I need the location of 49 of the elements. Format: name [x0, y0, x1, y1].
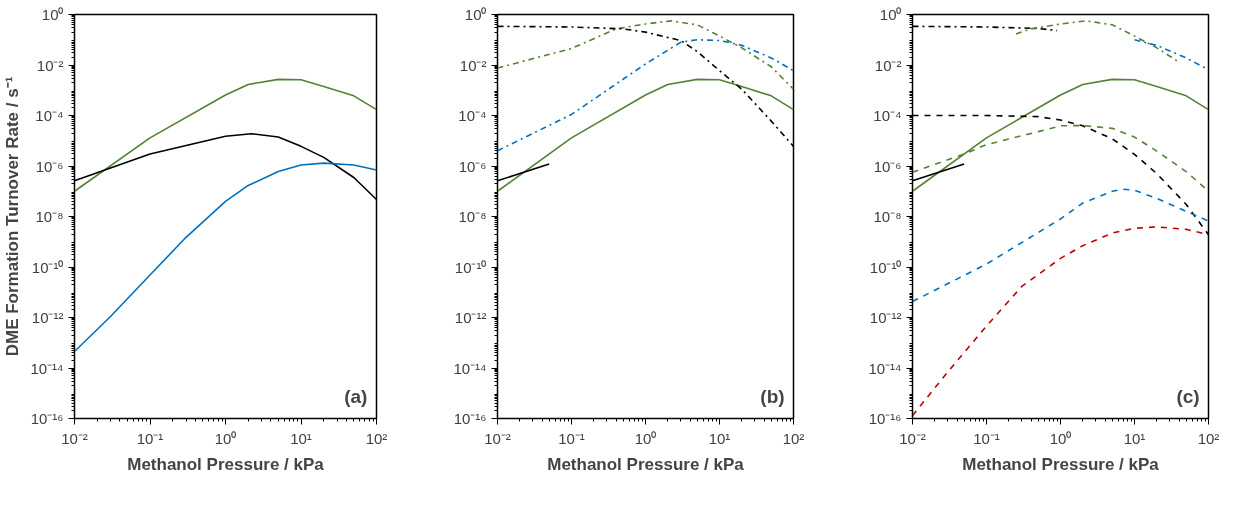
y-tick-label: 10⁰: [41, 6, 64, 23]
x-axis-title: Methanol Pressure / kPa: [547, 454, 745, 474]
y-tick-label: 10⁻⁸: [873, 208, 902, 225]
y-tick-label: 10⁻¹⁴: [868, 359, 902, 377]
y-tick-label: 10⁻⁶: [458, 157, 487, 175]
x-tick-label: 10²: [365, 429, 388, 447]
x-tick-label: 10⁻²: [61, 429, 88, 447]
y-tick-label: 10⁻⁸: [35, 208, 64, 225]
y-tick-label: 10⁻¹²: [454, 309, 487, 326]
x-axis-title: Methanol Pressure / kPa: [962, 454, 1160, 474]
y-tick-label: 10⁻¹⁰: [454, 258, 487, 276]
y-tick-label: 10⁻²: [36, 56, 64, 74]
y-tick-label: 10⁻⁴: [35, 107, 64, 124]
y-tick-label: 10⁻⁴: [873, 107, 902, 124]
y-tick-label: 10⁻¹⁶: [30, 410, 64, 427]
annotation: (a): [344, 386, 368, 408]
y-tick-label: 10⁻⁸: [458, 208, 487, 225]
y-tick-label: 10⁻¹⁰: [869, 258, 902, 276]
y-tick-label: 10⁻⁶: [873, 157, 902, 175]
x-tick-label: 10⁰: [1049, 429, 1072, 447]
y-tick-label: 10⁻⁴: [458, 107, 487, 124]
y-tick-label: 10⁻¹⁴: [453, 359, 487, 377]
x-tick-label: 10¹: [708, 429, 731, 447]
y-tick-label: 10⁻⁶: [35, 157, 64, 175]
x-tick-label: 10¹: [1123, 429, 1146, 447]
x-axis-title: Methanol Pressure / kPa: [127, 454, 325, 474]
x-tick-label: 10⁻¹: [973, 429, 1000, 447]
y-tick-label: 10⁻¹²: [31, 309, 64, 326]
x-tick-label: 10⁻²: [484, 429, 511, 447]
annotation: (c): [1176, 386, 1200, 408]
x-tick-label: 10¹: [290, 429, 312, 447]
x-tick-label: 10⁻¹: [558, 429, 585, 447]
y-tick-label: 10⁻¹⁰: [31, 258, 64, 276]
y-tick-label: 10⁰: [464, 6, 487, 23]
y-tick-label: 10⁻¹⁶: [868, 410, 902, 427]
x-tick-label: 10²: [782, 429, 805, 447]
y-tick-label: 10⁰: [879, 6, 902, 23]
x-tick-label: 10⁻²: [899, 429, 926, 447]
annotation: (b): [760, 386, 785, 408]
y-tick-label: 10⁻¹⁶: [453, 410, 487, 427]
x-tick-label: 10⁰: [634, 429, 657, 447]
y-tick-label: 10⁻²: [874, 56, 902, 74]
y-tick-label: 10⁻²: [459, 56, 487, 74]
x-tick-label: 10⁻¹: [136, 429, 164, 447]
x-tick-label: 10²: [1197, 429, 1220, 447]
x-tick-label: 10⁰: [214, 429, 237, 447]
y-axis-title: DME Formation Turnover Rate / s⁻¹: [3, 76, 23, 357]
y-tick-label: 10⁻¹⁴: [30, 359, 64, 377]
y-tick-label: 10⁻¹²: [869, 309, 902, 326]
